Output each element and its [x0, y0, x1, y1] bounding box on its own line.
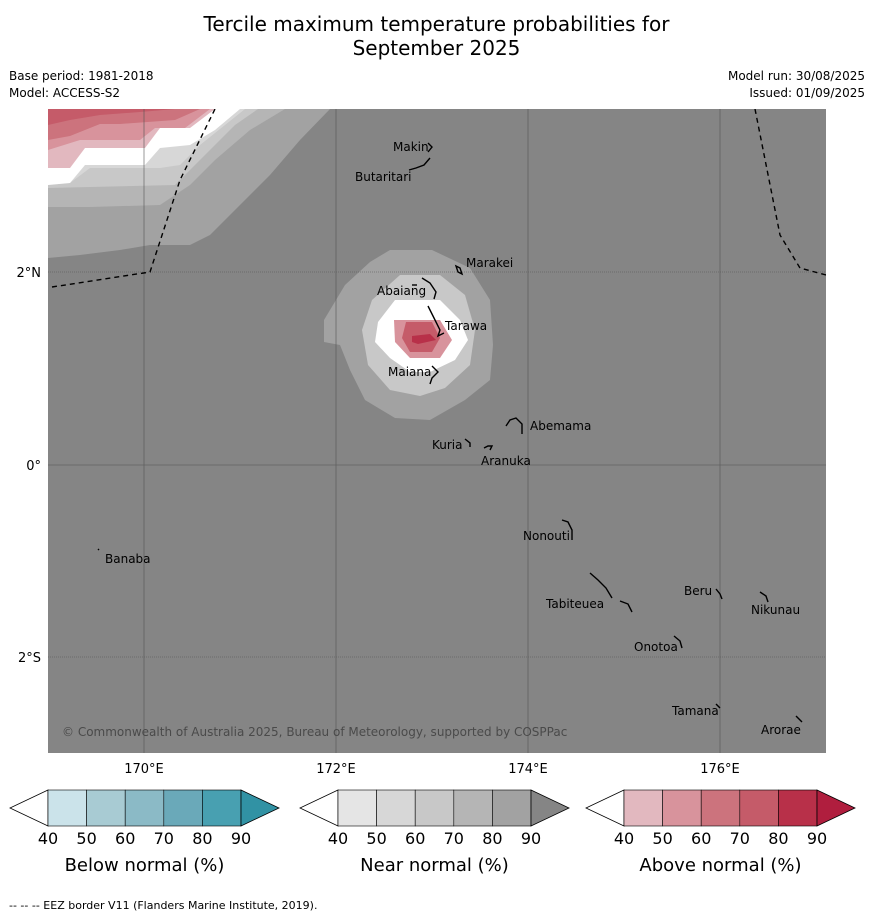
lon-176e: 176°E — [700, 762, 740, 777]
colorbar-label: Near normal (%) — [360, 855, 509, 876]
colorbar-extend-low — [299, 789, 339, 827]
colorbar-extend-high — [240, 789, 280, 827]
colorbar-segment — [47, 789, 87, 827]
colorbar-tick-label: 80 — [768, 829, 788, 848]
lon-172e: 172°E — [316, 762, 356, 777]
colorbar-tick-label: 90 — [231, 829, 251, 848]
colorbar-extend-high — [816, 789, 856, 827]
place-banaba: Banaba — [105, 552, 151, 566]
colorbar-tick-label: 80 — [482, 829, 502, 848]
colorbar-extend-low — [9, 789, 49, 827]
place-maiana: Maiana — [388, 365, 431, 379]
colorbar-label: Below normal (%) — [65, 855, 225, 876]
colorbar-segment — [376, 789, 416, 827]
lat-2n: 2°N — [17, 266, 42, 281]
map-title: Tercile maximum temperature probabilitie… — [0, 12, 873, 60]
colorbar-tick-label: 40 — [328, 829, 348, 848]
base-period: Base period: 1981-2018 — [9, 69, 154, 83]
place-beru: Beru — [684, 584, 712, 598]
colorbar-segment — [739, 789, 779, 827]
colorbar-tick-label: 40 — [614, 829, 634, 848]
colorbar-tick-label: 50 — [652, 829, 672, 848]
colorbar-segment — [414, 789, 455, 827]
model-name: Model: ACCESS-S2 — [9, 86, 121, 100]
colorbar-segment — [163, 789, 203, 827]
colorbar-segment — [124, 789, 165, 827]
lat-2s: 2°S — [18, 651, 41, 666]
colorbar-tick-label: 70 — [154, 829, 174, 848]
place-tarawa: Tarawa — [444, 319, 487, 333]
colorbar-tick-label: 90 — [807, 829, 827, 848]
islands — [97, 142, 803, 723]
colorbar-tick-label: 80 — [192, 829, 212, 848]
colorbar-segment — [492, 789, 532, 827]
colorbar-segment — [86, 789, 126, 827]
colorbar-1: 40 50 60 70 80 90 Below normal (%) — [9, 789, 280, 876]
colorbar-tick-label: 70 — [444, 829, 464, 848]
model-run: Model run: 30/08/2025 — [727, 69, 865, 83]
lon-labels: 170°E 172°E 174°E 176°E — [124, 762, 740, 777]
lon-174e: 174°E — [508, 762, 548, 777]
place-onotoa: Onotoa — [634, 640, 678, 654]
place-butaritari: Butaritari — [355, 170, 412, 184]
colorbar-extend-low — [585, 789, 625, 827]
eez-footnote: -- -- -- EEZ border V11 (Flanders Marine… — [9, 899, 318, 912]
colorbar-tick-label: 70 — [730, 829, 750, 848]
colorbar-extend-high — [530, 789, 570, 827]
colorbar-tick-label: 60 — [115, 829, 135, 848]
colorbar-3: 40 50 60 70 80 90 Above normal (%) — [585, 789, 856, 876]
an-tarawa-80 — [412, 334, 436, 344]
colorbar-tick-label: 50 — [76, 829, 96, 848]
an-band-80 — [48, 109, 175, 125]
colorbar-tick-label: 50 — [366, 829, 386, 848]
meta-left: Base period: 1981-2018 Model: ACCESS-S2 — [9, 68, 154, 102]
colorbar-tick-label: 60 — [405, 829, 425, 848]
colorbar-2: 40 50 60 70 80 90 Near normal (%) — [299, 789, 570, 876]
colorbar-segment — [202, 789, 242, 827]
colorbar-segment — [623, 789, 663, 827]
place-nonouti: Nonouti — [523, 529, 570, 543]
place-labels: Makin Butaritari Marakei Abaiang Tarawa … — [105, 140, 801, 737]
issue-date: Issued: 01/09/2025 — [749, 86, 865, 100]
lat-0: 0° — [26, 459, 41, 474]
place-kuria: Kuria — [432, 438, 463, 452]
place-abaiang: Abaiang — [377, 284, 426, 298]
gridlines — [48, 109, 826, 753]
colorbar-tick-label: 60 — [691, 829, 711, 848]
colorbar-segment — [337, 789, 377, 827]
colorbar-segment — [662, 789, 702, 827]
place-marakei: Marakei — [466, 256, 513, 270]
eez-border — [51, 109, 826, 288]
place-nikunau: Nikunau — [751, 603, 800, 617]
colorbar-label: Above normal (%) — [639, 855, 801, 876]
colorbar-segment — [453, 789, 493, 827]
meta-right: Model run: 30/08/2025 Issued: 01/09/2025 — [728, 68, 865, 102]
colorbar-segment — [778, 789, 818, 827]
title-line-2: September 2025 — [352, 36, 521, 60]
colorbar-tick-label: 40 — [38, 829, 58, 848]
colorbar-segment — [700, 789, 741, 827]
place-makin: Makin — [393, 140, 429, 154]
colorbar-tick-label: 90 — [521, 829, 541, 848]
place-tabiteuea: Tabiteuea — [545, 597, 604, 611]
title-line-1: Tercile maximum temperature probabilitie… — [203, 12, 670, 36]
place-arorae: Arorae — [761, 723, 801, 737]
map-area: Makin Butaritari Marakei Abaiang Tarawa … — [48, 109, 826, 753]
place-tamana: Tamana — [671, 704, 719, 718]
place-aranuka: Aranuka — [481, 454, 531, 468]
place-abemama: Abemama — [530, 419, 591, 433]
copyright-notice: © Commonwealth of Australia 2025, Bureau… — [62, 725, 567, 739]
colorbars: 40 50 60 70 80 90 Below normal (%) 40 50 60 70 80 90… — [9, 789, 856, 876]
lon-170e: 170°E — [124, 762, 164, 777]
lat-labels: 2°N 0° 2°S — [17, 266, 42, 666]
